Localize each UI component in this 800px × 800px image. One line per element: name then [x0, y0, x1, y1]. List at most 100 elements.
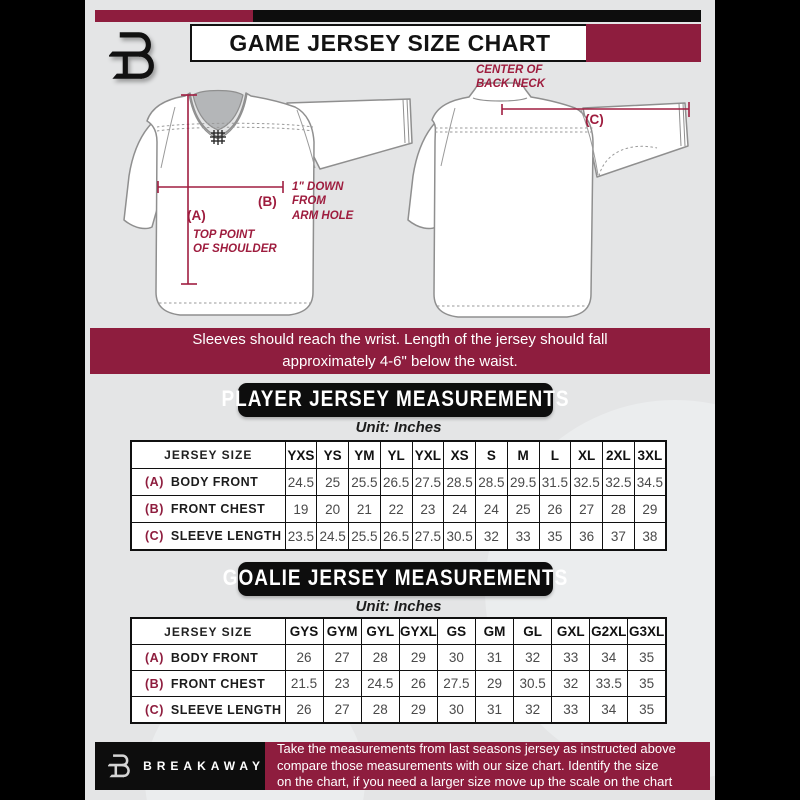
footer-instructions: Take the measurements from last seasons … [265, 741, 710, 790]
row-label: (A) BODY FRONT [130, 468, 286, 496]
measurement-cell: 33.5 [589, 670, 629, 697]
table-row: (B) FRONT CHEST 21.5 23 24.5 26 27.5 29 30.5 32 33… [130, 670, 667, 697]
table-row: (C) SLEEVE LENGTH 23.5 24.5 25.5 26.5 27.5 30.5… [130, 522, 667, 551]
size-column-header: GYL [360, 617, 400, 645]
measurement-cell: 32.5 [602, 468, 635, 496]
size-column-header: GYXL [398, 617, 438, 645]
goalie-section-heading: GOALIE JERSEY MEASUREMENTS [223, 562, 567, 596]
label-b-caption-line: 1" DOWN [292, 181, 344, 193]
breakaway-b-logo-icon [108, 753, 130, 777]
row-label: (C) SLEEVE LENGTH [130, 696, 286, 724]
row-label: (B) FRONT CHEST [130, 670, 286, 697]
measurement-cell: 31 [474, 644, 515, 671]
measurement-cell: 24 [443, 495, 476, 523]
label-b-caption: 1" DOWN FROM ARM HOLE [292, 180, 353, 223]
row-label-text: BODY FRONT [170, 650, 259, 665]
measurement-cell: 29 [474, 670, 515, 697]
measurement-cell: 34 [589, 696, 629, 724]
row-label: (A) BODY FRONT [130, 644, 286, 671]
label-b-caption-line: ARM HOLE [292, 209, 354, 222]
measurement-cell: 33 [506, 522, 540, 551]
table-header-row: JERSEY SIZE GYS GYM GYL GYXL GS GM GL GXL G2XL G3X… [130, 617, 667, 645]
measurement-cell: 27.5 [411, 468, 445, 496]
measurement-cell: 35 [627, 670, 667, 697]
table-row: (A) BODY FRONT 26 27 28 29 30 31 32 33 34 35 [130, 644, 667, 671]
measurement-cell: 27 [570, 495, 603, 523]
measurement-cell: 35 [627, 696, 667, 724]
row-label-text: FRONT CHEST [170, 502, 266, 516]
measurement-cell: 29.5 [506, 468, 540, 496]
measurement-cell: 23 [411, 495, 445, 523]
measurement-cell: 29 [398, 644, 438, 671]
goalie-measurements-table: JERSEY SIZE GYS GYM GYL GYXL GS GM GL GXL G2XL G3X… [130, 617, 667, 724]
player-measurements-table: JERSEY SIZE YXS YS YM YL YXL XS S M L XL 2XL 3XL (A) B… [130, 440, 667, 551]
row-label-text: SLEEVE LENGTH [170, 702, 282, 717]
size-column-header: G3XL [627, 617, 667, 645]
measurement-cell: 28 [602, 495, 635, 523]
title-accent-block [586, 24, 701, 62]
size-column-header: YL [379, 440, 413, 469]
measurement-cell: 30.5 [443, 522, 476, 551]
measurement-line-b [157, 181, 284, 193]
table-row: (B) FRONT CHEST 19 20 21 22 23 24 24 25 26 27 28 29 [130, 495, 667, 523]
size-column-header: GM [474, 617, 515, 645]
size-column-header: GS [436, 617, 476, 645]
measurement-cell: 26 [284, 696, 324, 724]
table-body: (A) BODY FRONT 24.5 25 25.5 26.5 27.5 28.5 28.5 2… [130, 468, 667, 551]
back-jersey-seams [435, 107, 658, 307]
measurement-cell: 25 [316, 468, 349, 496]
player-unit-label: Unit: Inches [355, 419, 442, 436]
measurement-cell: 24.5 [316, 522, 349, 551]
measurement-cell: 25.5 [348, 468, 381, 496]
measurement-cell: 29 [398, 696, 438, 724]
size-column-header: M [506, 440, 540, 469]
label-c-caption-line: BACK NECK [476, 78, 545, 91]
label-a-caption: TOP POINT OF SHOULDER [193, 228, 277, 257]
row-letter: (A) [145, 475, 164, 489]
measurement-cell: 35 [627, 644, 667, 671]
row-letter: (B) [145, 676, 164, 691]
measurement-cell: 32 [513, 644, 553, 671]
measurement-cell: 33 [551, 696, 591, 724]
measurement-cell: 23 [322, 670, 362, 697]
row-letter: (C) [145, 529, 164, 543]
brand-name: BREAKAWAY [143, 759, 265, 773]
breakaway-b-logo-icon [109, 32, 154, 79]
measurement-cell: 21 [348, 495, 381, 523]
measurement-cell: 27 [322, 696, 362, 724]
table-body: (A) BODY FRONT 26 27 28 29 30 31 32 33 34 35 (B) FRON… [130, 644, 667, 724]
size-column-header: GXL [551, 617, 591, 645]
measurement-cell: 26.5 [379, 522, 413, 551]
row-label-text: SLEEVE LENGTH [170, 529, 282, 543]
header-accent-bar-maroon [95, 10, 253, 22]
size-column-header: L [538, 440, 572, 469]
footer-instructions-line: Take the measurements from last seasons … [277, 741, 676, 757]
size-column-header: 2XL [602, 440, 635, 469]
measurement-cell: 34.5 [633, 468, 667, 496]
measurement-cell: 28.5 [443, 468, 476, 496]
measurement-cell: 28.5 [475, 468, 508, 496]
measurement-cell: 30.5 [513, 670, 553, 697]
label-c: (C) [585, 112, 604, 127]
measurement-cell: 24 [475, 495, 508, 523]
table-corner-label: JERSEY SIZE [130, 617, 286, 645]
size-column-header: YS [316, 440, 349, 469]
size-column-header: S [475, 440, 508, 469]
goalie-unit-label: Unit: Inches [355, 598, 442, 615]
goalie-section-heading-text: GOALIE JERSEY MEASUREMENTS [222, 566, 569, 591]
measurement-cell: 21.5 [284, 670, 324, 697]
footer-instructions-line: on the chart, if you need a larger size … [277, 774, 673, 790]
label-a: (A) [187, 208, 206, 223]
measurement-cell: 24.5 [360, 670, 400, 697]
row-letter: (C) [145, 702, 164, 717]
header-accent-bar-black [253, 10, 701, 22]
row-label: (B) FRONT CHEST [130, 495, 286, 523]
measurement-cell: 26 [538, 495, 572, 523]
measurement-cell: 30 [436, 644, 476, 671]
measurement-cell: 35 [538, 522, 572, 551]
label-a-caption-line: OF SHOULDER [193, 243, 277, 256]
notice-line: approximately 4-6" below the waist. [282, 353, 518, 370]
measurement-cell: 37 [602, 522, 635, 551]
measurement-cell: 25 [506, 495, 540, 523]
